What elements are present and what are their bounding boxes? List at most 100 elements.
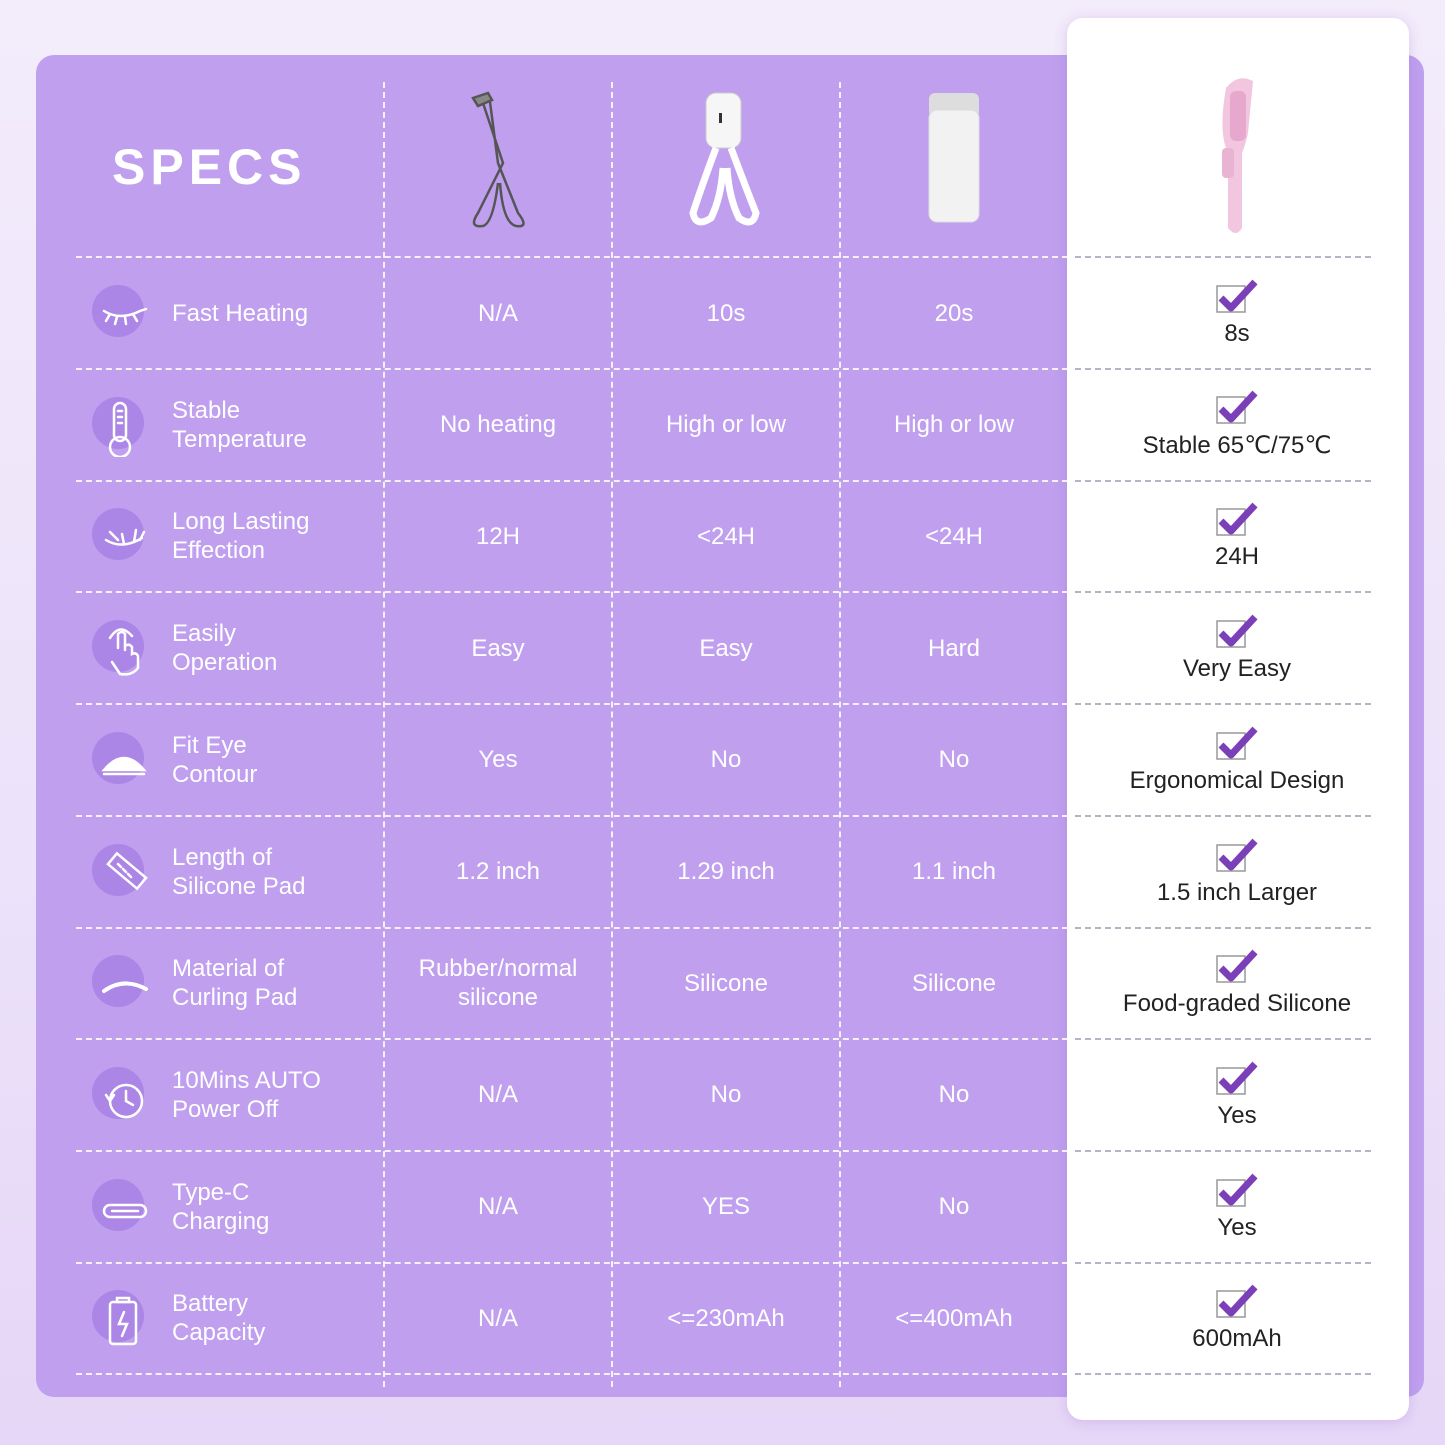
product-image-heated-scissor-curler <box>612 85 840 230</box>
featured-value-cell: Ergonomical Design <box>1070 704 1404 816</box>
feature-name: Fit Eye Contour <box>172 731 258 788</box>
table-row: Fit Eye Contour Yes No No Ergonomical Design <box>76 704 1371 816</box>
featured-value-cell: 24H <box>1070 480 1404 592</box>
table-row: Fast Heating N/A 10s 20s 8s <box>76 257 1371 369</box>
feature-label: Fit Eye Contour <box>76 704 384 816</box>
touch-hand-icon <box>92 620 148 676</box>
row-divider <box>1075 256 1371 258</box>
featured-value: Stable 65℃/75℃ <box>1142 432 1332 460</box>
cell-value: Hard <box>927 634 981 662</box>
cell-value: Yes <box>478 746 518 774</box>
product-image-pink-heated-curler <box>1140 70 1336 240</box>
feature-label: Stable Temperature <box>76 369 384 481</box>
row-divider <box>76 926 1068 929</box>
feature-name: Fast Heating <box>172 299 309 327</box>
featured-value-cell: Yes <box>1070 1151 1404 1263</box>
cell-value: N/A <box>477 1081 518 1109</box>
feature-label: Length of Silicone Pad <box>76 816 384 928</box>
table-row: Length of Silicone Pad 1.2 inch 1.29 inch 1… <box>76 816 1371 928</box>
featured-value: 600mAh <box>1192 1325 1282 1353</box>
cell-value: Easy <box>699 634 753 662</box>
row-divider <box>76 479 1068 482</box>
cell-value: High or low <box>665 411 787 439</box>
featured-value: Very Easy <box>1182 655 1292 683</box>
cell-value: 1.29 inch <box>677 858 775 885</box>
cell-value: <=230mAh <box>667 1304 785 1332</box>
cell-value: Silicone <box>911 969 997 997</box>
cell-value: <=400mAh <box>895 1304 1013 1332</box>
feature-name: 10Mins AUTO Power Off <box>172 1066 321 1123</box>
table-row: Material of Curling Pad Rubber/normal sil… <box>76 927 1371 1039</box>
table-row: Stable Temperature No heating High or low H… <box>76 369 1371 481</box>
featured-value: Yes <box>1217 1213 1257 1241</box>
feature-label: Material of Curling Pad <box>76 927 384 1039</box>
feature-label: Type-C Charging <box>76 1151 384 1263</box>
cell-value: No <box>938 1081 970 1109</box>
cell-value: 12H <box>475 522 521 550</box>
cell-value: No <box>938 746 970 774</box>
cell-value: N/A <box>477 299 518 327</box>
feature-name: Length of Silicone Pad <box>172 843 306 900</box>
row-divider <box>76 1261 1068 1264</box>
cell-value: YES <box>701 1193 751 1221</box>
checkbox-checked-icon <box>1216 279 1258 313</box>
curve-pad-icon <box>92 955 148 1011</box>
usb-c-icon <box>92 1178 148 1235</box>
row-divider <box>1075 368 1371 370</box>
cell-value: Silicone <box>683 969 769 997</box>
thermometer-icon <box>92 396 148 457</box>
feature-name: Long Lasting Effection <box>172 508 310 565</box>
cell-value: <24H <box>696 522 756 550</box>
closed-eye-icon <box>92 285 148 341</box>
featured-value: Food-graded Silicone <box>1122 990 1352 1018</box>
cell-value: No heating <box>439 411 557 439</box>
checkbox-checked-icon <box>1216 503 1258 537</box>
featured-value: Ergonomical Design <box>1129 766 1345 794</box>
featured-value-cell: Stable 65℃/75℃ <box>1070 369 1404 481</box>
divider <box>839 82 841 1387</box>
table-row: 10Mins AUTO Power Off N/A No No Yes <box>76 1039 1371 1151</box>
featured-value-cell: Yes <box>1070 1039 1404 1151</box>
table-row: Battery Capacity N/A <=230mAh <=400mAh 600mA… <box>76 1262 1371 1374</box>
row-divider <box>76 814 1068 817</box>
row-divider <box>1075 926 1371 929</box>
product-image-manual-curler <box>384 85 612 230</box>
row-divider <box>76 703 1068 706</box>
cell-value: N/A <box>477 1304 518 1332</box>
cell-value: 1.2 inch <box>455 858 541 885</box>
row-divider <box>76 591 1068 594</box>
page-title: SPECS <box>112 139 307 195</box>
row-divider <box>1075 1149 1371 1152</box>
feature-label: Battery Capacity <box>76 1262 384 1374</box>
feature-label: Fast Heating <box>76 257 384 369</box>
cell-value: Rubber/normal silicone <box>418 955 578 1012</box>
row-divider <box>1075 1261 1371 1264</box>
row-divider <box>76 1149 1068 1152</box>
cell-value: N/A <box>477 1193 518 1221</box>
product-image-heated-box-curler <box>840 85 1068 230</box>
feature-label: Long Lasting Effection <box>76 480 384 592</box>
featured-value-cell: Food-graded Silicone <box>1070 927 1404 1039</box>
divider <box>611 82 613 1387</box>
cell-value: High or low <box>893 411 1015 439</box>
row-divider <box>1075 703 1371 706</box>
table-row: Type-C Charging N/A YES No Yes <box>76 1151 1371 1263</box>
checkbox-checked-icon <box>1216 726 1258 760</box>
checkbox-checked-icon <box>1216 390 1258 424</box>
cell-value: Easy <box>471 634 525 662</box>
battery-icon <box>92 1290 148 1346</box>
cell-value: 20s <box>934 299 974 327</box>
feature-name: Stable Temperature <box>172 396 307 453</box>
checkbox-checked-icon <box>1216 838 1258 872</box>
row-divider <box>1075 591 1371 594</box>
row-divider <box>1075 479 1371 482</box>
row-divider <box>76 368 1068 370</box>
row-divider <box>76 256 1068 258</box>
row-divider <box>1075 1038 1371 1041</box>
cell-value: No <box>710 746 742 774</box>
table-row: Long Lasting Effection 12H <24H <24H 24H <box>76 480 1371 592</box>
featured-value: 24H <box>1214 543 1260 571</box>
feature-name: Type-C Charging <box>172 1178 270 1235</box>
cell-value: 10s <box>706 299 746 327</box>
featured-value: 1.5 inch Larger <box>1156 878 1318 906</box>
